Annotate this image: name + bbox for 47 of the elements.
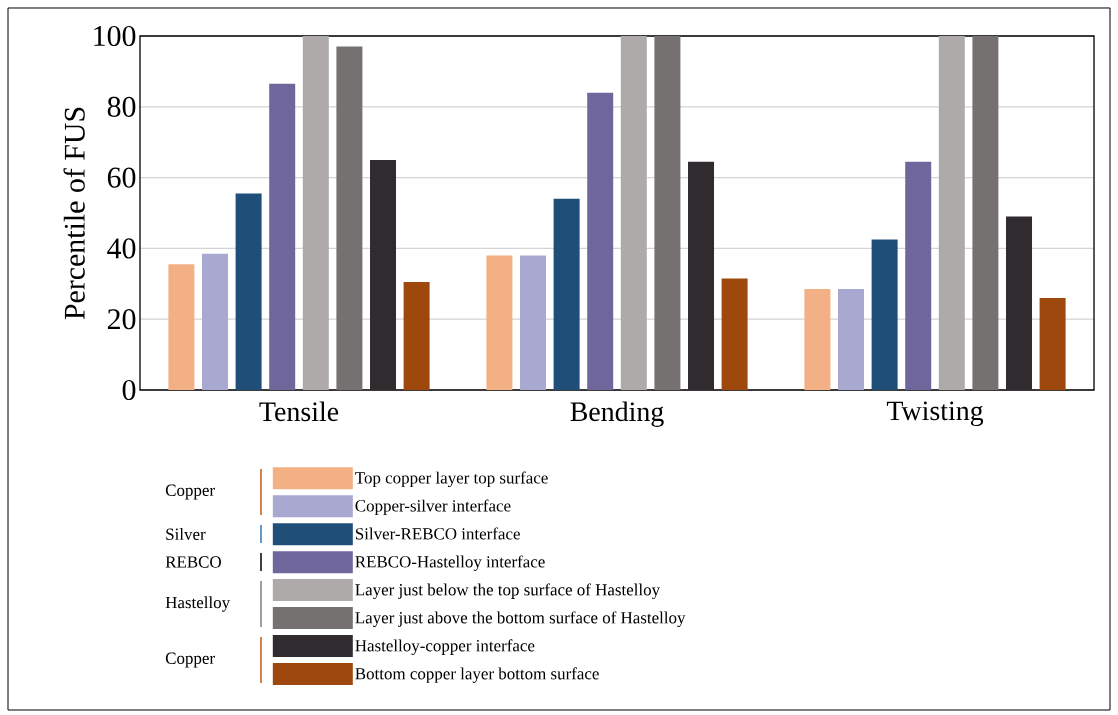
- bar: [620, 36, 647, 390]
- bar: [269, 83, 296, 390]
- x-tick-label: Bending: [570, 401, 664, 427]
- bar: [168, 264, 195, 390]
- bar: [654, 36, 681, 390]
- bar: [905, 161, 932, 390]
- bar: [721, 278, 748, 390]
- y-tick-label: 80: [107, 96, 136, 117]
- legend-label: Layer just above the bottom surface of Hastelloy: [355, 611, 686, 627]
- bar: [370, 159, 396, 390]
- y-tick-label: 40: [107, 238, 136, 259]
- bar: [871, 239, 898, 390]
- bar: [938, 36, 965, 390]
- bar: [336, 46, 363, 390]
- legend-label: Hastelloy-copper interface: [355, 639, 535, 655]
- legend-label: Layer just below the top surface of Hastelloy: [355, 583, 661, 599]
- bar: [403, 282, 430, 390]
- legend-label: Top copper layer top surface: [355, 471, 548, 488]
- x-tick-label: Twisting: [886, 401, 984, 427]
- text: Copper: [165, 652, 215, 668]
- bar: [553, 198, 580, 390]
- bar: [302, 36, 329, 390]
- y-axis-title: Percentile of FUS: [63, 107, 85, 320]
- x-tick-label: Tensile: [259, 401, 339, 422]
- bar: [235, 193, 262, 390]
- text: Hastelloy: [165, 596, 231, 612]
- legend-label: Copper-silver interface: [355, 499, 511, 515]
- bar: [838, 289, 865, 390]
- legend-label: Bottom copper layer bottom surface: [355, 667, 599, 683]
- bar: [520, 255, 546, 390]
- y-tick-label: 60: [107, 167, 136, 188]
- bar: [1006, 216, 1033, 390]
- y-tick-label: 0: [122, 379, 136, 401]
- text: Silver: [166, 528, 206, 540]
- legend-label: REBCO-Hastelloy interface: [355, 555, 545, 571]
- bar: [688, 161, 715, 390]
- y-tick-label: 20: [107, 309, 136, 330]
- legend-label: Silver-REBCO interface: [355, 527, 520, 540]
- bar: [486, 255, 513, 390]
- bar: [202, 253, 228, 390]
- text: Copper: [165, 484, 215, 500]
- text: REBCO: [165, 556, 221, 568]
- bar: [972, 36, 999, 390]
- y-tick-label: 100: [94, 25, 136, 47]
- bar: [804, 289, 831, 390]
- bar: [587, 92, 614, 390]
- bar: [1039, 297, 1066, 390]
